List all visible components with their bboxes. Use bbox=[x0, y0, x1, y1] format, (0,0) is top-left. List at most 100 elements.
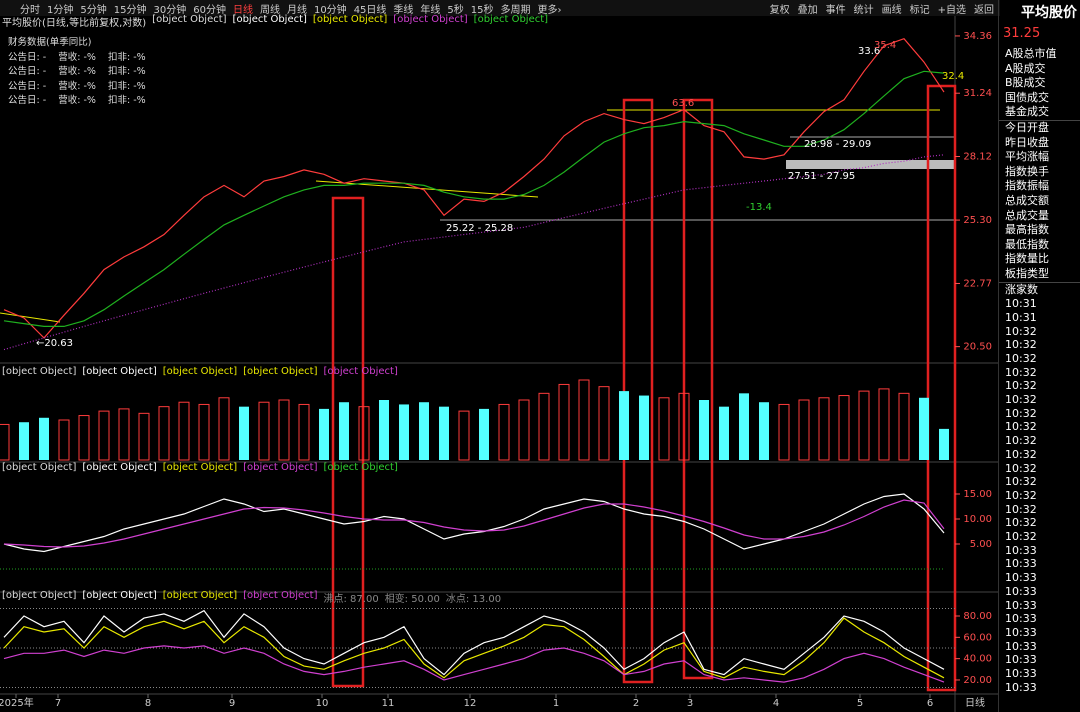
header-item: [object Object] bbox=[243, 462, 318, 473]
volume-bar bbox=[58, 419, 70, 461]
sidebar-item: 基金成交 bbox=[1005, 105, 1049, 119]
header-item: [object Object] bbox=[232, 14, 307, 25]
period-button[interactable]: 分时 bbox=[20, 4, 40, 16]
period-button[interactable]: 15分钟 bbox=[113, 4, 147, 16]
volume-bar bbox=[739, 393, 749, 460]
sidebar-item: A股总市值 bbox=[1005, 47, 1057, 60]
panel-header: 平均股价(日线,等比前复权,对数) [object Object] [object … bbox=[2, 14, 548, 29]
volume-bar bbox=[658, 397, 670, 461]
trade-time: 10:32 bbox=[1005, 324, 1037, 338]
finance-row: 公告日: - 营收: -% 扣非: -% bbox=[8, 95, 146, 106]
header-item: [object Object] bbox=[312, 14, 388, 25]
period-button[interactable]: 45日线 bbox=[353, 4, 387, 16]
period-button[interactable]: 更多› bbox=[537, 4, 562, 16]
period-button[interactable]: 日线 bbox=[232, 4, 253, 16]
level-label: 相变: 50.00 bbox=[384, 594, 440, 605]
x-tick-label: 8 bbox=[145, 698, 151, 709]
gap-zone bbox=[786, 160, 955, 169]
period-button[interactable]: 季线 bbox=[393, 4, 414, 16]
series-line bbox=[3, 70, 945, 327]
panel-header: [object Object] [object Object] [object Ob… bbox=[2, 366, 398, 377]
volume-bar bbox=[19, 422, 29, 460]
trade-time: 10:33 bbox=[1005, 598, 1037, 612]
y-tick-label: 10.00 bbox=[963, 514, 992, 525]
action-button[interactable]: 画线 bbox=[881, 4, 902, 16]
y-tick-label: 28.12 bbox=[963, 152, 992, 163]
sidebar-item: 指数振幅 bbox=[1005, 179, 1049, 193]
volume-bar bbox=[439, 406, 449, 460]
action-button[interactable]: 返回 bbox=[974, 4, 994, 16]
sidebar-item: A股成交 bbox=[1005, 61, 1046, 75]
volume-bar bbox=[39, 417, 49, 460]
header-item: [object Object] bbox=[82, 366, 157, 377]
header-item: [object Object] bbox=[2, 590, 77, 601]
header-item: [object Object] bbox=[393, 14, 468, 25]
volume-bar bbox=[898, 392, 910, 461]
period-button[interactable]: 15秒 bbox=[470, 4, 494, 16]
x-tick-label: 2 bbox=[633, 698, 639, 709]
y-tick-label: 5.00 bbox=[970, 539, 992, 550]
sidebar-item: 最高指数 bbox=[1005, 223, 1049, 237]
y-tick-label: 25.30 bbox=[963, 215, 992, 226]
period-button[interactable]: 60分钟 bbox=[193, 4, 226, 16]
volume-bar bbox=[919, 397, 929, 460]
action-button[interactable]: 事件 bbox=[825, 4, 846, 16]
period-button[interactable]: 5秒 bbox=[447, 4, 464, 16]
action-button[interactable]: 统计 bbox=[853, 4, 874, 16]
sidebar-item: 今日开盘 bbox=[999, 119, 1080, 136]
x-tick-label: 9 bbox=[229, 698, 235, 709]
trade-time: 10:32 bbox=[1005, 420, 1037, 434]
trade-time: 10:32 bbox=[1005, 530, 1037, 544]
volume-bar bbox=[239, 406, 249, 460]
annotation: 35.4 bbox=[874, 40, 896, 51]
series-line bbox=[3, 499, 945, 548]
background bbox=[0, 0, 998, 712]
volume-bar bbox=[218, 397, 230, 461]
y-tick-label: 80.00 bbox=[963, 611, 992, 622]
trade-time: 10:32 bbox=[1005, 461, 1037, 475]
period-button[interactable]: 1分钟 bbox=[47, 4, 74, 16]
period-button[interactable]: 年线 bbox=[420, 4, 441, 16]
volume-bar bbox=[639, 395, 649, 460]
period-button[interactable]: 5分钟 bbox=[80, 4, 107, 16]
period-button[interactable]: 多周期 bbox=[500, 4, 531, 16]
trade-time: 10:33 bbox=[1005, 584, 1037, 598]
trade-time: 10:32 bbox=[1005, 475, 1037, 489]
finance-row: 公告日: - 营收: -% 扣非: -% bbox=[8, 51, 146, 63]
period-button[interactable]: 周线 bbox=[259, 4, 280, 16]
action-button[interactable]: 叠加 bbox=[797, 4, 818, 16]
annotation: 63.6 bbox=[672, 98, 694, 109]
highlight-box bbox=[682, 98, 714, 680]
action-button[interactable]: +自选 bbox=[937, 4, 966, 16]
finance-box: 财务数据(单季同比) 公告日: - 营收: -% 扣非: -% 公告日: - 营收:… bbox=[8, 36, 146, 109]
y-tick-label: 40.00 bbox=[963, 654, 992, 665]
volume-bar bbox=[178, 401, 190, 461]
action-button[interactable]: 复权 bbox=[769, 4, 790, 16]
trade-time: 10:32 bbox=[1005, 516, 1037, 530]
volume-bar bbox=[78, 415, 90, 461]
header-item: [object Object] bbox=[243, 366, 318, 377]
period-button[interactable]: 月线 bbox=[286, 4, 307, 16]
period-button[interactable]: 30分钟 bbox=[153, 4, 187, 16]
highlight-box bbox=[926, 84, 957, 692]
y-tick-label: 22.77 bbox=[963, 278, 992, 289]
header-item: [object Object] bbox=[162, 590, 238, 601]
volume-bar bbox=[258, 401, 270, 461]
volume-bar bbox=[399, 404, 409, 460]
sidebar-item: 总成交额 bbox=[1005, 193, 1049, 207]
series-line bbox=[3, 154, 945, 351]
volume-bar bbox=[578, 379, 590, 461]
volume-bar bbox=[319, 408, 329, 460]
series-line bbox=[3, 645, 945, 683]
y-tick-label: 15.00 bbox=[963, 489, 992, 500]
sidebar-item: B股成交 bbox=[1005, 76, 1046, 90]
volume-bar bbox=[0, 423, 10, 461]
volume-bar bbox=[719, 406, 729, 460]
action-button[interactable]: 标记 bbox=[909, 4, 930, 16]
period-toolbar: 分时 1分钟 5分钟 15分钟 30分钟 60分钟 日线 周线 月线 10分钟 45日线 季线 年线 5秒… bbox=[0, 0, 1000, 16]
header-item: [object Object] bbox=[2, 366, 77, 377]
sidebar-item: 国债成交 bbox=[1005, 90, 1049, 104]
x-tick-label: 6 bbox=[927, 698, 933, 709]
period-button[interactable]: 10分钟 bbox=[313, 4, 347, 16]
